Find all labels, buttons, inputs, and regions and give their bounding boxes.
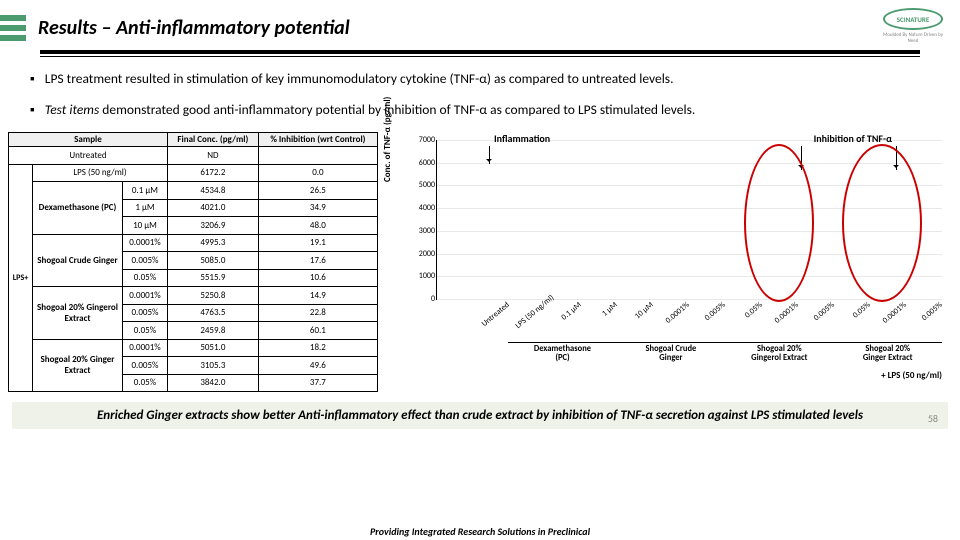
bar-chart: Conc. of TNF-α (pg/ml) 01000200030004000… <box>384 132 952 392</box>
bullet-list: LPS treatment resulted in stimulation of… <box>30 70 930 118</box>
page-title: Results – Anti-inflammatory potential <box>38 16 878 40</box>
lps-strip-label: + LPS (50 ng/ml) <box>881 370 942 381</box>
bullet-item: LPS treatment resulted in stimulation of… <box>30 70 930 87</box>
arrow-icon <box>489 146 490 164</box>
footer-text: Providing Integrated Research Solutions … <box>0 525 960 538</box>
bullet-item: Test items Test items demonstrated good … <box>30 101 930 118</box>
conclusion-box: Enriched Ginger extracts show better Ant… <box>12 402 948 429</box>
highlight-ellipse <box>842 144 922 302</box>
highlight-ellipse <box>744 144 814 302</box>
data-table: SampleFinal Conc. (pg/ml)% Inhibition (w… <box>8 132 378 392</box>
logo: SCINATURE Moulded By Nature Driven by Ne… <box>878 8 948 48</box>
header-stripes <box>0 15 30 41</box>
page-number: 58 <box>928 412 938 425</box>
annotation-inflammation: Inflammation <box>494 132 550 145</box>
header-rule <box>40 50 920 54</box>
